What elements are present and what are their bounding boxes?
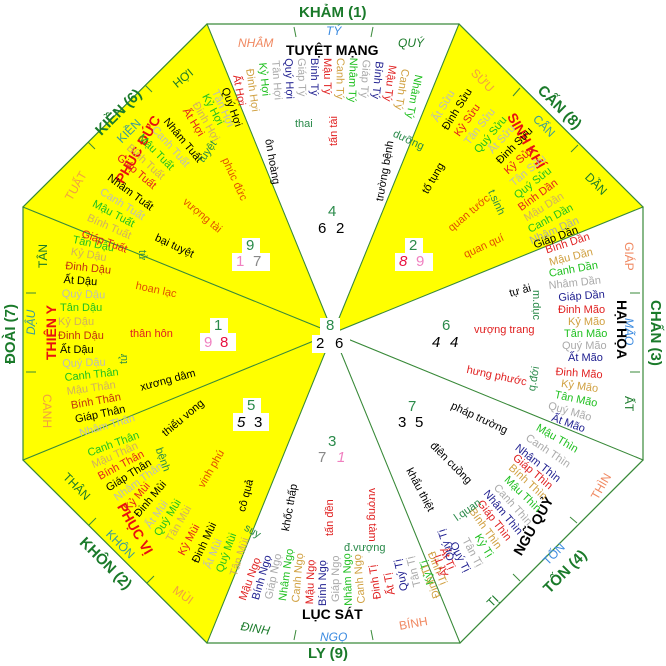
kien-star-left: 1 bbox=[236, 253, 245, 270]
mountain-giap: GIÁP bbox=[622, 242, 636, 271]
ly-star-left: 7 bbox=[318, 449, 327, 466]
hex: Tân Mão bbox=[564, 328, 608, 340]
note: thân hôn bbox=[130, 328, 173, 340]
hex: Giáp Tý bbox=[295, 58, 308, 97]
mountain-ticks bbox=[26, 26, 640, 641]
hex: Quý Hợi bbox=[282, 58, 296, 100]
palace-title-ly: LY (9) bbox=[308, 645, 349, 662]
note: thai bbox=[295, 118, 313, 130]
note: m.dục bbox=[530, 290, 542, 320]
hex: Ất Dậu bbox=[63, 274, 98, 289]
star-luc-sat: LỤC SÁT bbox=[302, 606, 363, 622]
hex: Quý Dậu bbox=[61, 288, 106, 302]
note: tử bbox=[136, 250, 148, 261]
hex: Bính Tý bbox=[308, 58, 320, 96]
mountain-at: ẤT bbox=[622, 396, 636, 412]
hex: Tân Dậu bbox=[60, 302, 103, 314]
center-star-left: 2 bbox=[316, 335, 325, 352]
hex: Ất Dậu bbox=[60, 344, 94, 356]
hex: Canh Tý bbox=[333, 57, 346, 100]
mountain-nham: NHÂM bbox=[238, 36, 274, 50]
hex: Quý Mão bbox=[562, 340, 607, 352]
ly-star-top: 3 bbox=[328, 433, 337, 450]
chan-star-top: 6 bbox=[442, 317, 451, 334]
note: tử bbox=[118, 353, 130, 364]
mountain-dau: DẬU bbox=[24, 309, 38, 335]
star-tuyet-mang: TUYỆT MẠNG bbox=[286, 42, 379, 58]
note: vượng trang bbox=[474, 324, 535, 336]
note: vượng tàm bbox=[366, 488, 378, 542]
hex: Giáp Ngọ bbox=[330, 555, 342, 602]
note: tấn tài bbox=[328, 116, 340, 146]
chan-star-left: 4 bbox=[432, 334, 441, 351]
center-star-right: 6 bbox=[335, 335, 344, 352]
mountain-ty: TÝ bbox=[326, 24, 342, 38]
palace-title-kham: KHẢM (1) bbox=[299, 4, 367, 21]
mountain-tan: TÂN bbox=[36, 244, 50, 268]
star-hai-hoa: HẠI HỌA bbox=[614, 300, 630, 360]
kien-star-top: 9 bbox=[246, 237, 255, 254]
hex: Bính Ngọ bbox=[317, 560, 329, 606]
hex: Đinh Dậu bbox=[58, 330, 104, 342]
kham-star-right: 2 bbox=[336, 220, 345, 237]
ton-star-top: 7 bbox=[408, 398, 417, 415]
ly-star-right: 1 bbox=[337, 449, 346, 466]
star-thien-y: THIÊN Y bbox=[43, 305, 59, 360]
khon-star-left: 5 bbox=[237, 414, 246, 431]
ton-star-left: 3 bbox=[398, 414, 407, 431]
hex: Kỷ Dậu bbox=[58, 316, 95, 328]
kham-star-left: 6 bbox=[318, 220, 327, 237]
hex: Mậu Tý bbox=[321, 58, 333, 95]
octagon-border bbox=[22, 23, 644, 644]
star-number-boxes bbox=[200, 238, 433, 431]
chan-star-right: 4 bbox=[450, 334, 459, 351]
palace-title-chan: CHẤN (3) bbox=[647, 300, 664, 366]
doai-star-top: 1 bbox=[214, 317, 223, 334]
palace-title-doai: ĐOÀI (7) bbox=[2, 304, 19, 364]
can-star-right: 9 bbox=[416, 253, 425, 270]
mountain-quy: QUÝ bbox=[398, 36, 425, 50]
doai-star-right: 8 bbox=[220, 334, 229, 351]
ton-star-right: 5 bbox=[415, 414, 424, 431]
note: tấn đền bbox=[324, 499, 336, 536]
note: đ.vượng bbox=[344, 542, 386, 554]
can-star-left: 8 bbox=[399, 253, 408, 270]
can-star-top: 2 bbox=[409, 237, 418, 254]
khon-star-top: 5 bbox=[247, 397, 256, 414]
hex: Đinh Mão bbox=[558, 304, 606, 316]
hex: Ất Mão bbox=[568, 352, 603, 364]
kham-star-top: 4 bbox=[328, 203, 337, 220]
khon-star-right: 3 bbox=[254, 414, 263, 431]
hex: Kỷ Mão bbox=[568, 316, 606, 328]
hex: Mậu Ngọ bbox=[304, 559, 318, 605]
doai-star-left: 9 bbox=[204, 334, 213, 351]
center-star-top: 8 bbox=[326, 317, 335, 334]
kien-star-right: 7 bbox=[253, 253, 262, 270]
mountain-canh: CANH bbox=[40, 394, 54, 429]
mountain-ngo: NGỌ bbox=[320, 630, 348, 644]
